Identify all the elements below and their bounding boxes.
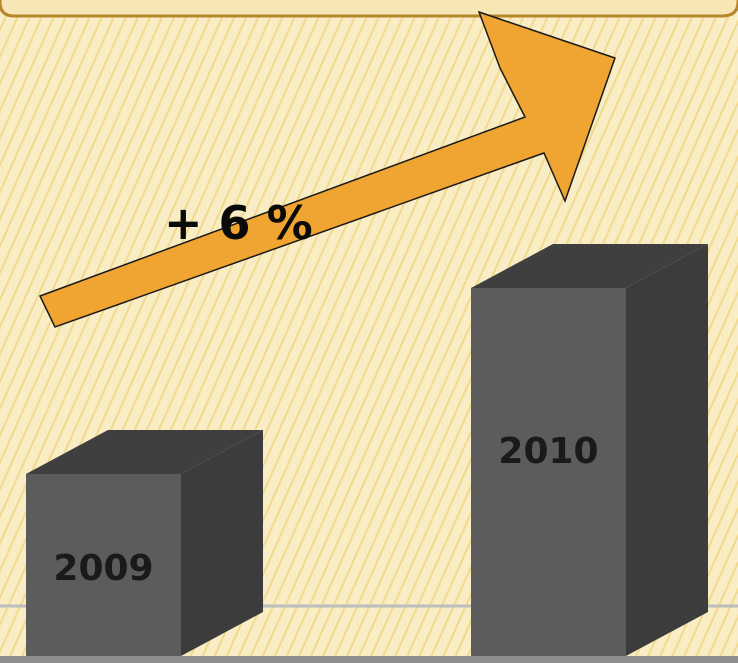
bar-label: 2009 — [53, 548, 153, 589]
bar-2010: 2010 — [471, 244, 708, 656]
bar-top-face — [26, 430, 263, 474]
bar-top-face — [471, 244, 708, 288]
footer-band — [0, 656, 738, 663]
bar-front-face — [26, 474, 181, 656]
change-annotation: + 6 % — [164, 196, 313, 250]
bar-side-face — [626, 244, 708, 656]
bar-2009: 2009 — [26, 430, 263, 656]
bar-front-face — [471, 288, 626, 656]
bar-label: 2010 — [498, 431, 598, 472]
top-title-band — [0, 0, 738, 18]
bars-group: 2009 2010 — [0, 244, 738, 656]
bar-side-face — [181, 430, 263, 656]
growth-arrow-icon — [38, 10, 616, 328]
